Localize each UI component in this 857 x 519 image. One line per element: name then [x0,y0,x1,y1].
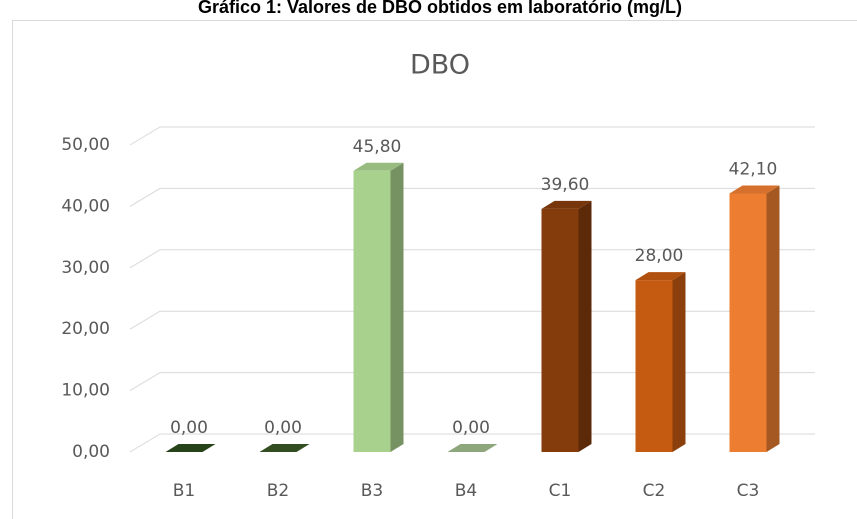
value-label: 45,80 [353,137,402,157]
bar [353,162,404,452]
bar-face [541,208,579,452]
bar-face [729,193,767,453]
x-tick-label: B1 [173,481,195,501]
bar-face [578,200,592,452]
bar-face [390,162,404,452]
x-tick-label: C3 [737,481,760,501]
bar-face [672,272,686,452]
grid-line [129,372,815,392]
bar-face [635,272,686,281]
bar-face [729,185,780,194]
bar-face [635,280,673,452]
bar-face [447,444,498,452]
bar-face [353,162,404,171]
value-label: 28,00 [635,246,684,266]
bar [447,444,498,452]
y-tick-label: 30,00 [61,258,110,278]
bar [729,185,780,453]
bar [541,200,592,452]
y-tick-label: 40,00 [61,196,110,216]
grid-line [129,187,815,207]
y-tick-label: 20,00 [61,319,110,339]
x-tick-label: B2 [267,481,289,501]
grid-line [129,249,815,269]
bar-face [353,170,391,452]
value-label: 0,00 [452,418,490,438]
figure-heading: Gráfico 1: Valores de DBO obtidos em lab… [198,0,682,17]
bar [259,444,310,452]
bar-face [766,185,780,453]
grid-line [129,126,815,146]
x-tick-label: B3 [361,481,383,501]
value-label: 42,10 [729,160,778,180]
value-label: 39,60 [541,175,590,195]
value-label: 0,00 [170,418,208,438]
x-tick-label: C1 [549,481,572,501]
chart-border [12,20,857,519]
bar-face [259,444,310,452]
y-tick-label: 50,00 [61,135,110,155]
x-tick-label: B4 [455,481,477,501]
value-label: 0,00 [264,418,302,438]
bar [165,444,216,452]
bar [635,272,686,452]
grid-line [129,310,815,330]
x-tick-label: C2 [643,481,666,501]
y-tick-label: 10,00 [61,381,110,401]
bar-face [165,444,216,452]
chart-title: DBO [410,50,470,81]
bar-face [541,200,592,209]
grid-line [129,433,815,453]
y-tick-label: 0,00 [72,442,110,462]
